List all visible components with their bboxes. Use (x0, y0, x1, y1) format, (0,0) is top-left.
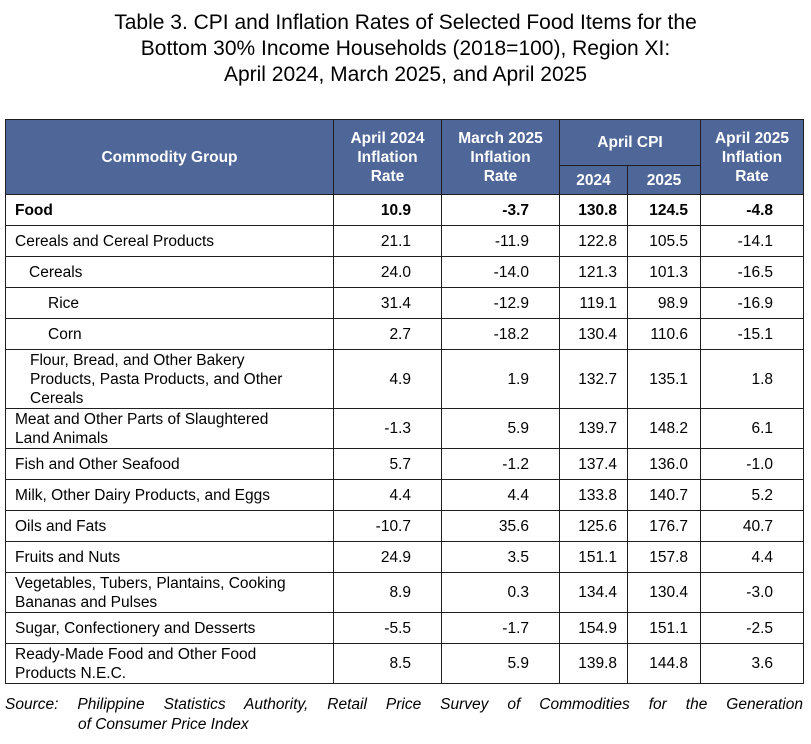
table-title: Table 3. CPI and Inflation Rates of Sele… (0, 10, 811, 88)
title-line-3: April 2024, March 2025, and April 2025 (223, 63, 588, 86)
header-cpi-2024: 2024 (559, 165, 628, 195)
source-note: Source: Philippine Statistics Authority,… (5, 695, 803, 735)
source-line-1: Source: Philippine Statistics Authority,… (5, 696, 803, 713)
table-row-fruits-and-nuts: Fruits and Nuts 24.9 3.5 151.1 157.8 4.4 (5, 541, 805, 573)
header-april-cpi: April CPI (558, 119, 702, 166)
table-row-cereals-and-cereal-products: Cereals and Cereal Products 21.1 -11.9 1… (5, 225, 805, 257)
table-row-oils-and-fats: Oils and Fats -10.7 35.6 125.6 176.7 40.… (5, 510, 805, 542)
source-line-2: of Consumer Price Index (78, 716, 249, 733)
table-row-sugar-confectionery: Sugar, Confectionery and Desserts -5.5 -… (5, 612, 805, 644)
title-line-2: Bottom 30% Income Households (2018=100),… (140, 37, 671, 60)
header-commodity-group: Commodity Group (5, 119, 334, 195)
table-row-fish-and-seafood: Fish and Other Seafood 5.7 -1.2 137.4 13… (5, 448, 805, 480)
table-row-flour-bread-bakery: Flour, Bread, and Other Bakery Products, … (5, 349, 805, 409)
table-row-milk-dairy-eggs: Milk, Other Dairy Products, and Eggs 4.4… (5, 479, 805, 511)
table-row-corn: Corn 2.7 -18.2 130.4 110.6 -15.1 (5, 318, 805, 350)
table-row-vegetables: Vegetables, Tubers, Plantains, Cooking Ba… (5, 572, 805, 613)
table-row-food: Food 10.9 -3.7 130.8 124.5 -4.8 (5, 194, 805, 226)
title-line-1: Table 3. CPI and Inflation Rates of Sele… (114, 11, 697, 34)
header-april-2024-inflation: April 2024 Inflation Rate (333, 119, 442, 195)
table-row-meat: Meat and Other Parts of Slaughtered Land … (5, 408, 805, 449)
header-cpi-2025: 2025 (626, 165, 702, 195)
table-row-rice: Rice 31.4 -12.9 119.1 98.9 -16.9 (5, 287, 805, 319)
table-row-cereals: Cereals 24.0 -14.0 121.3 101.3 -16.5 (5, 256, 805, 288)
header-april-2025-inflation: April 2025 Inflation Rate (700, 119, 805, 195)
table-row-ready-made-food: Ready-Made Food and Other Food Products N… (5, 643, 805, 684)
cpi-table: Commodity Group April 2024 Inflation Rate … (5, 119, 805, 684)
header-march-2025-inflation: March 2025 Inflation Rate (441, 119, 560, 195)
